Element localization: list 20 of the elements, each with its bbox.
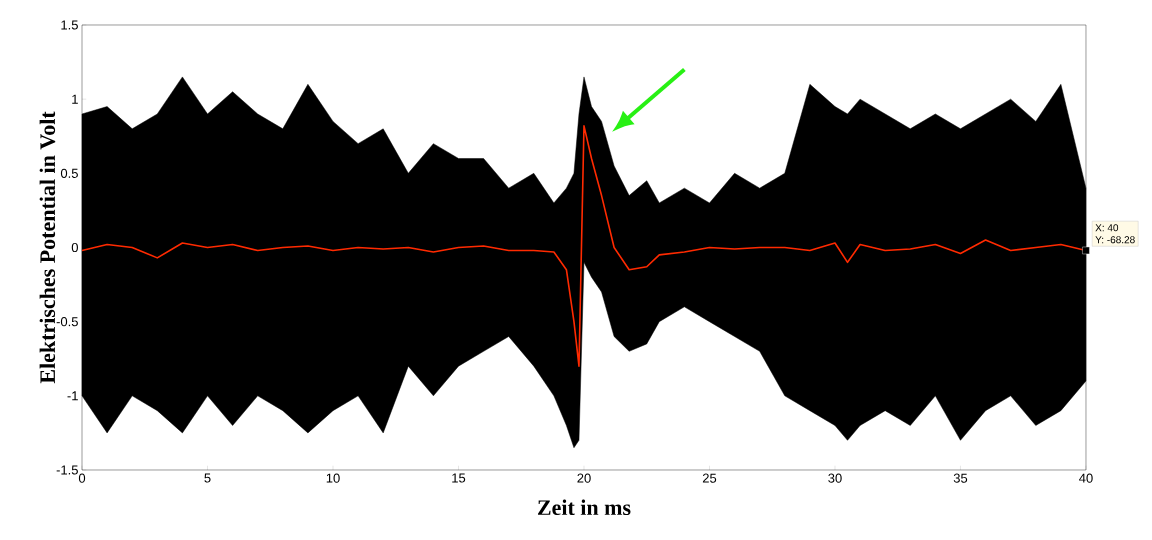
y-tick-label: 0 bbox=[71, 242, 78, 253]
x-tick-label: 35 bbox=[953, 473, 968, 483]
x-tick-label: 25 bbox=[702, 473, 717, 483]
y-tick-label: -1 bbox=[67, 391, 78, 401]
y-tick-label: 1 bbox=[72, 94, 78, 104]
x-axis-title: Zeit in ms bbox=[537, 499, 631, 516]
x-tick-label: 10 bbox=[326, 473, 340, 483]
y-tick-label: -1.5 bbox=[56, 465, 78, 475]
x-tick-label: 20 bbox=[577, 473, 591, 483]
x-tick-label: 30 bbox=[828, 473, 842, 483]
y-tick-label: 0.5 bbox=[60, 168, 78, 178]
y-tick-label: -0.5 bbox=[56, 317, 78, 327]
y-tick-label: 1.5 bbox=[61, 20, 78, 30]
x-tick-label: 0 bbox=[78, 473, 86, 483]
x-tick-label: 15 bbox=[452, 473, 466, 483]
annotation: X: 40 bbox=[1095, 224, 1119, 232]
x-tick-label: 40 bbox=[1079, 473, 1093, 483]
text: Y: -68.28 bbox=[1095, 236, 1135, 244]
x-tick-label: 5 bbox=[204, 473, 211, 483]
y-axis-title: Elektrisches Potential in Volt bbox=[39, 111, 56, 384]
